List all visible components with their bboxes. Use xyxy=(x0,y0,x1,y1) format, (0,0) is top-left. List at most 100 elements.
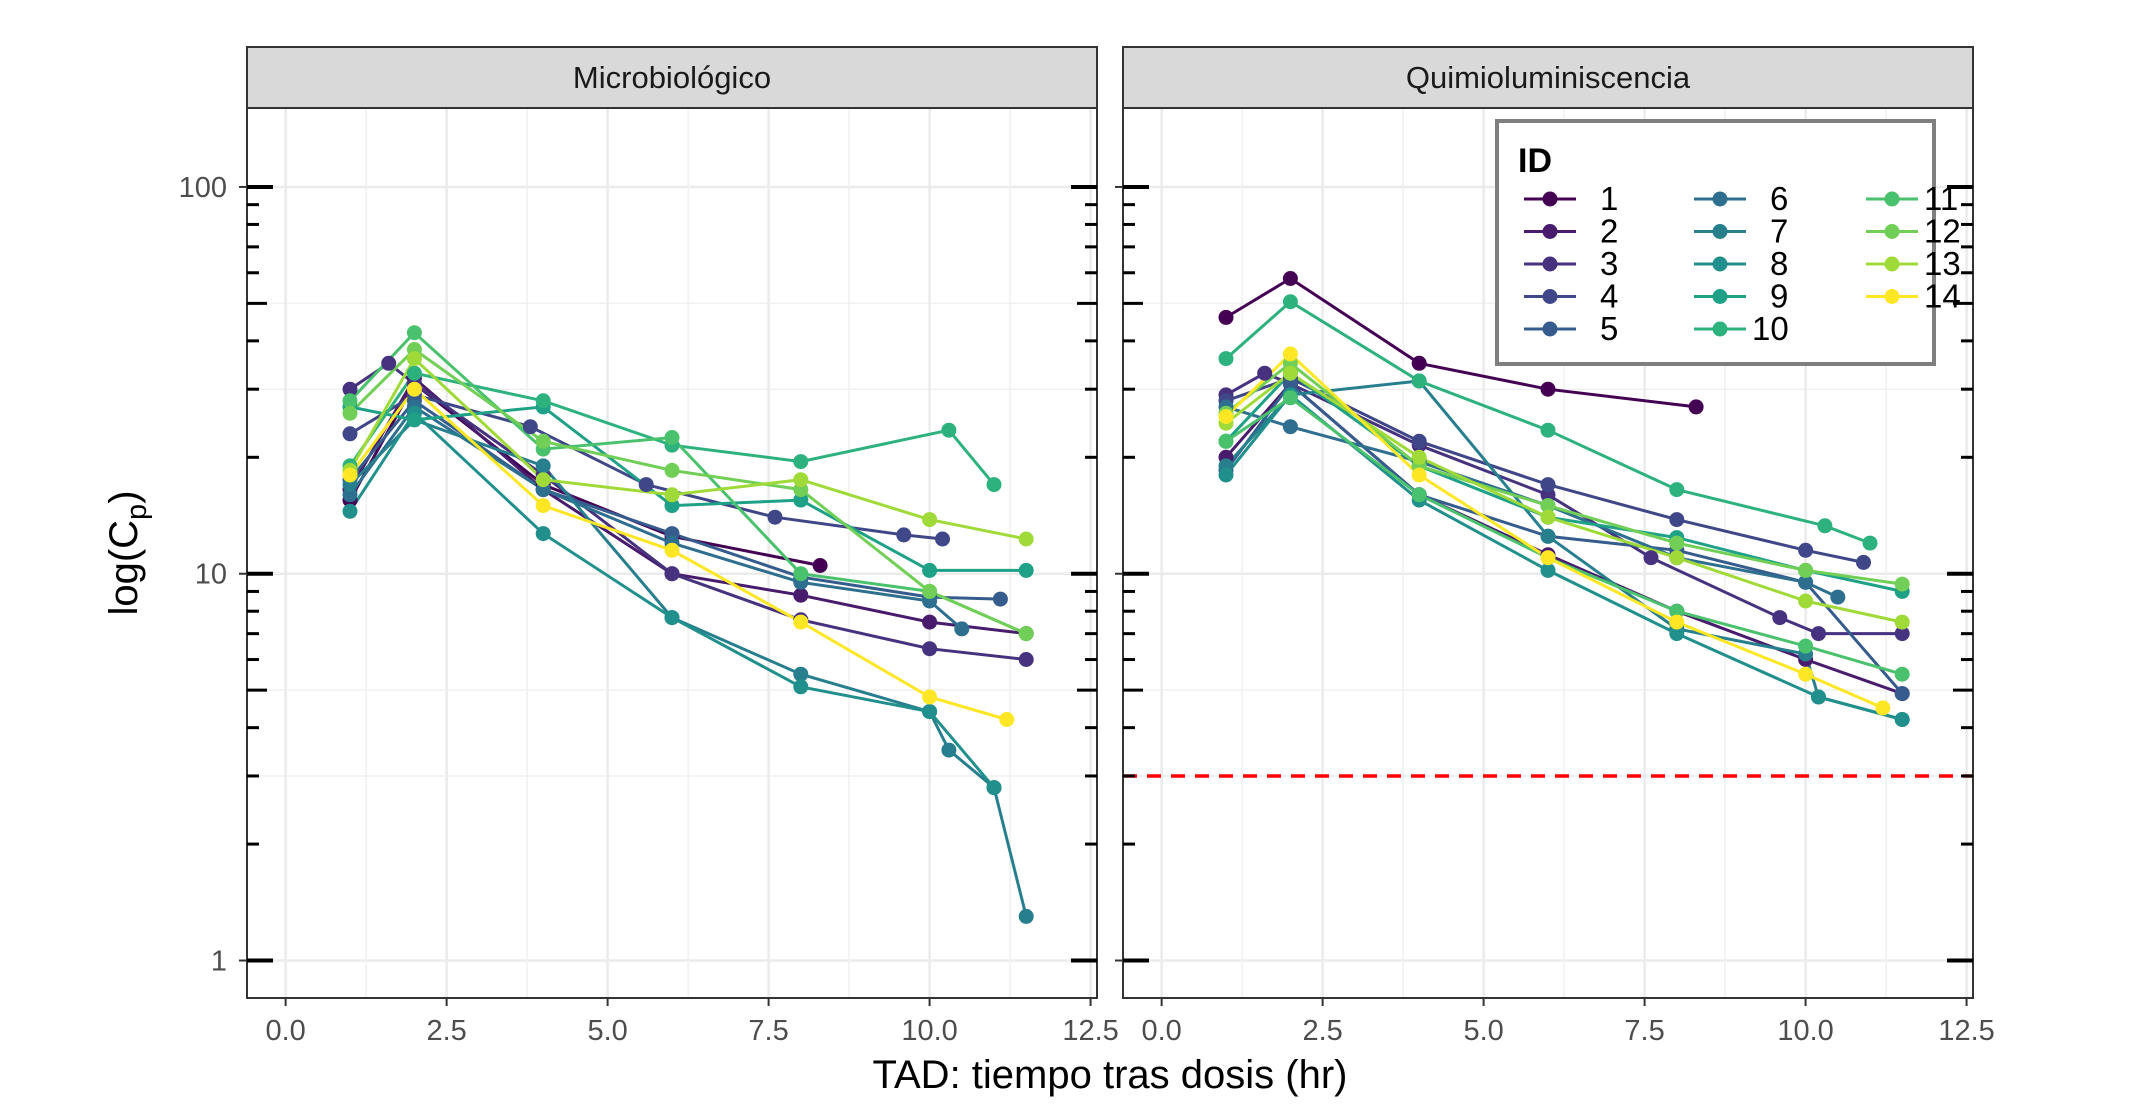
x-tick-label: 7.5 xyxy=(748,1015,788,1047)
legend-label: 8 xyxy=(1770,245,1788,282)
panel-microbiologico: Microbiológico xyxy=(239,46,1098,1006)
data-point-10 xyxy=(1669,482,1685,498)
legend-label: 11 xyxy=(1924,180,1958,217)
data-point-10 xyxy=(941,422,957,438)
legend-key-point xyxy=(1542,256,1558,272)
data-point-4 xyxy=(1856,554,1871,570)
data-point-8 xyxy=(986,780,1002,796)
data-point-14 xyxy=(664,542,680,558)
data-point-3 xyxy=(342,381,358,397)
data-point-9 xyxy=(793,492,809,508)
legend-label: 7 xyxy=(1770,213,1788,250)
data-point-4 xyxy=(935,531,950,547)
data-point-13 xyxy=(1282,365,1298,381)
data-point-4 xyxy=(638,477,654,493)
data-point-3 xyxy=(1643,550,1659,566)
legend-label: 13 xyxy=(1924,245,1961,282)
legend-label: 9 xyxy=(1770,278,1788,315)
data-point-7 xyxy=(1018,908,1034,924)
legend-key-point xyxy=(1712,256,1728,272)
legend-key-point xyxy=(1712,224,1728,239)
y-tick-label: 10 xyxy=(195,559,227,591)
data-point-10 xyxy=(1218,351,1234,367)
legend-label: 2 xyxy=(1600,213,1618,250)
legend-entry-11: 11 xyxy=(1866,180,1958,217)
legend-entry-13: 13 xyxy=(1866,245,1961,282)
legend-entry-12: 12 xyxy=(1866,213,1961,250)
legend-label: 1 xyxy=(1600,180,1618,217)
legend-entry-2: 2 xyxy=(1524,213,1618,250)
data-point-4 xyxy=(522,419,538,435)
data-point-10 xyxy=(793,454,809,470)
data-point-12 xyxy=(1669,535,1685,551)
axis-ticks xyxy=(239,184,1097,1006)
data-point-3 xyxy=(1772,610,1788,626)
data-point-14 xyxy=(1218,409,1234,424)
data-point-11 xyxy=(342,393,358,409)
data-point-14 xyxy=(999,712,1015,727)
data-point-4 xyxy=(1411,433,1427,449)
plot-border xyxy=(246,107,1098,999)
data-point-13 xyxy=(1894,614,1910,630)
data-point-14 xyxy=(1875,700,1891,716)
data-point-1 xyxy=(1218,309,1234,325)
data-point-13 xyxy=(922,512,938,528)
legend-entry-3: 3 xyxy=(1524,245,1618,282)
data-point-13 xyxy=(535,472,551,488)
data-point-11 xyxy=(793,566,809,582)
data-point-14 xyxy=(342,467,358,483)
data-point-6 xyxy=(954,621,970,637)
legend-entry-5: 5 xyxy=(1524,310,1618,347)
data-point-7 xyxy=(535,458,551,474)
data-point-14 xyxy=(793,614,809,630)
data-point-11 xyxy=(1798,638,1814,654)
data-point-5 xyxy=(992,591,1008,607)
data-point-11 xyxy=(664,430,680,445)
legend-entry-9: 9 xyxy=(1694,278,1788,315)
data-point-6 xyxy=(1830,589,1846,605)
data-point-6 xyxy=(1282,419,1298,435)
data-point-1 xyxy=(1540,381,1556,397)
x-tick-label: 10.0 xyxy=(901,1015,957,1047)
data-point-8 xyxy=(342,503,358,519)
legend-label: 6 xyxy=(1770,180,1788,217)
x-axis-title: TAD: tiempo tras dosis (hr) xyxy=(873,1053,1348,1097)
legend-key-point xyxy=(1712,289,1728,304)
legend-key-point xyxy=(1884,289,1900,304)
data-point-1 xyxy=(1282,271,1298,286)
legend-label: 5 xyxy=(1600,310,1618,347)
data-point-7 xyxy=(793,666,809,682)
data-point-14 xyxy=(535,498,551,514)
data-point-4 xyxy=(767,509,783,525)
x-tick-labels: 0.0 2.5 5.0 7.5 10.0 12.5 0.0 2.5 5.0 7.5 10.0 12.5 xyxy=(265,1015,1994,1047)
x-tick-label: 10.0 xyxy=(1777,1015,1833,1047)
y-axis-title: log(Cp) xyxy=(102,490,153,615)
y-tick-label: 1 xyxy=(211,946,227,978)
data-point-8 xyxy=(664,610,680,626)
data-point-4 xyxy=(896,527,912,543)
legend-entry-8: 8 xyxy=(1694,245,1788,282)
data-point-7 xyxy=(1540,528,1556,544)
data-point-3 xyxy=(381,355,397,371)
legend-key-point xyxy=(1884,256,1900,272)
x-tick-label: 2.5 xyxy=(1302,1015,1342,1047)
data-point-5 xyxy=(1282,376,1298,392)
data-point-9 xyxy=(922,562,938,578)
data-point-11 xyxy=(1282,390,1298,406)
data-point-3 xyxy=(922,641,938,657)
data-point-2 xyxy=(922,614,938,630)
data-point-8 xyxy=(1894,712,1910,727)
data-point-3 xyxy=(664,566,680,582)
data-point-10 xyxy=(406,365,422,381)
data-point-8 xyxy=(1540,562,1556,578)
data-point-13 xyxy=(1798,593,1814,609)
data-point-4 xyxy=(1669,512,1685,528)
data-point-1 xyxy=(1411,355,1427,371)
legend-key-point xyxy=(1712,321,1728,337)
legend-key-point xyxy=(1542,191,1558,207)
data-point-14 xyxy=(1540,550,1556,566)
strip-title: Microbiológico xyxy=(573,60,771,95)
legend-key-point xyxy=(1884,224,1900,239)
data-point-11 xyxy=(1411,487,1427,503)
data-point-3 xyxy=(1894,626,1910,642)
